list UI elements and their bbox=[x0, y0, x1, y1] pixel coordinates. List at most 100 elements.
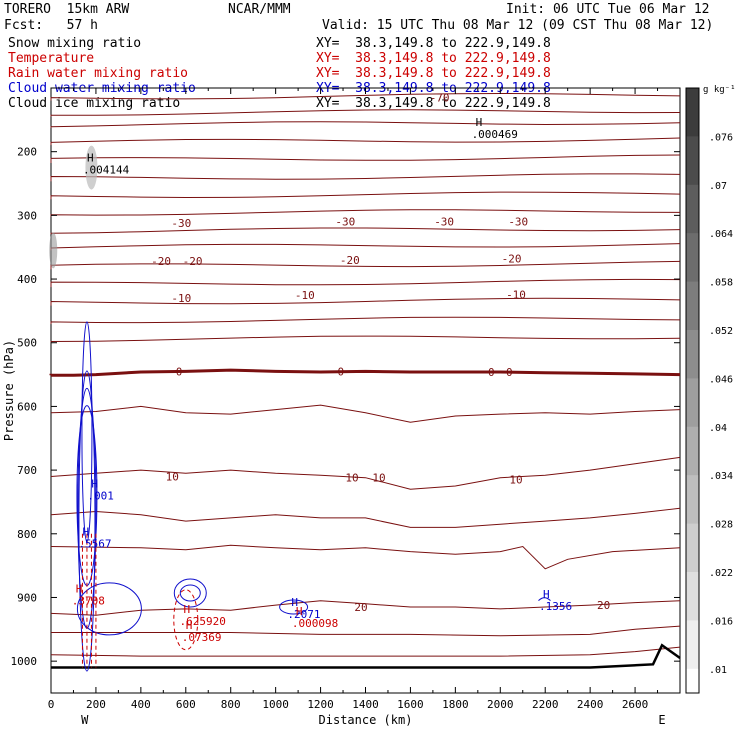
x-tick-label: 2400 bbox=[577, 698, 604, 711]
x-tick-label: 600 bbox=[176, 698, 196, 711]
isotherm-label: -20 bbox=[151, 255, 171, 268]
y-tick-label: 200 bbox=[17, 146, 37, 159]
cloud-water-contour bbox=[179, 584, 201, 602]
y-tick-label: 600 bbox=[17, 400, 37, 413]
x-tick-label: 1600 bbox=[397, 698, 424, 711]
isotherm-label: 0 bbox=[506, 366, 513, 379]
isotherm-label: -20 bbox=[340, 254, 360, 267]
extremum-value: .625920 bbox=[180, 615, 226, 628]
isotherm-label: 10 bbox=[166, 470, 179, 483]
extremum-marker: H bbox=[87, 152, 94, 165]
cloud-water-contour bbox=[81, 321, 93, 543]
cloud-water-contour bbox=[279, 599, 309, 615]
colorbar-tick-label: .016 bbox=[709, 616, 733, 627]
colorbar-segment bbox=[686, 523, 699, 573]
extremum-marker: H bbox=[76, 583, 83, 596]
valid-time: Valid: 15 UTC Thu 08 Mar 12 (09 CST Thu … bbox=[322, 18, 714, 33]
y-tick-label: 1000 bbox=[11, 655, 38, 668]
y-tick-label: 700 bbox=[17, 464, 37, 477]
y-tick-label: 500 bbox=[17, 337, 37, 350]
isotherm-line bbox=[50, 154, 681, 163]
colorbar-segment bbox=[686, 136, 699, 186]
isotherm-line bbox=[50, 191, 681, 200]
isotherm-label: 0 bbox=[488, 366, 495, 379]
isotherm-line bbox=[50, 335, 681, 343]
isotherm-line bbox=[50, 646, 681, 657]
colorbar-segment bbox=[686, 668, 699, 718]
colorbar-segment bbox=[686, 184, 699, 234]
forecast-hour: Fcst: 57 h bbox=[4, 18, 98, 33]
colorbar-tick-label: .04 bbox=[709, 423, 727, 434]
colorbar-segment bbox=[686, 572, 699, 621]
x-tick-label: 2000 bbox=[487, 698, 514, 711]
extremum-value: .3708 bbox=[72, 595, 105, 608]
isotherm-label: 20 bbox=[597, 599, 610, 612]
snow-shading bbox=[49, 232, 58, 269]
colorbar-segment bbox=[686, 281, 699, 331]
x-tick-label: 1400 bbox=[352, 698, 379, 711]
isotherm-line bbox=[50, 404, 681, 423]
colorbar-segment bbox=[686, 426, 699, 476]
x-tick-label: 2200 bbox=[532, 698, 559, 711]
freezing-isotherm bbox=[49, 368, 681, 377]
extremum-value: .07369 bbox=[182, 631, 222, 644]
cloud-water-contour bbox=[173, 578, 207, 608]
x-tick-label: 800 bbox=[221, 698, 241, 711]
colorbar-tick-label: .034 bbox=[709, 471, 733, 482]
isotherm-line bbox=[50, 316, 681, 325]
plot-frame bbox=[50, 87, 681, 694]
x-axis-label: Distance (km) bbox=[319, 713, 413, 727]
isotherm-label: -30 bbox=[335, 216, 355, 229]
isotherm-line bbox=[50, 173, 681, 182]
endpoint-west-label: W bbox=[81, 713, 89, 727]
isotherm-line bbox=[50, 121, 681, 128]
x-tick-label: 0 bbox=[48, 698, 55, 711]
y-tick-label: 800 bbox=[17, 528, 37, 541]
model-title: TORERO 15km ARW bbox=[4, 2, 130, 17]
extremum-marker: H bbox=[82, 525, 89, 538]
colorbar-tick-label: .076 bbox=[709, 132, 733, 143]
isotherm-line bbox=[50, 278, 681, 288]
colorbar-tick-label: .01 bbox=[709, 665, 727, 676]
cloud-water-contour bbox=[76, 405, 98, 587]
extremum-marker: H bbox=[296, 605, 303, 618]
extremum-marker: H bbox=[291, 596, 298, 609]
isotherm-label: 0 bbox=[176, 365, 183, 378]
init-time: Init: 06 UTC Tue 06 Mar 12 bbox=[506, 2, 710, 17]
colorbar-tick-label: .052 bbox=[709, 326, 733, 337]
isotherm-label: -10 bbox=[171, 292, 191, 305]
colorbar-tick-label: .046 bbox=[709, 374, 733, 385]
isotherm-label: -10 bbox=[295, 289, 315, 302]
rain-water-contour bbox=[173, 589, 199, 651]
isotherm-label: -20 bbox=[502, 253, 522, 266]
colorbar-segment bbox=[686, 378, 699, 428]
extremum-marker: H bbox=[186, 619, 193, 632]
isotherm-line bbox=[50, 544, 681, 570]
colorbar-tick-label: .07 bbox=[709, 181, 727, 192]
y-tick-label: 900 bbox=[17, 591, 37, 604]
field-xy-temperature: XY= 38.3,149.8 to 222.9,149.8 bbox=[316, 51, 551, 66]
endpoint-east-label: E bbox=[658, 713, 665, 727]
isotherm-label: -20 bbox=[183, 255, 203, 268]
isotherm-line bbox=[50, 137, 681, 146]
field-name-cloud-water: Cloud water mixing ratio bbox=[8, 81, 196, 96]
cloud-water-contour bbox=[76, 582, 142, 636]
isotherm-line bbox=[50, 227, 681, 235]
colorbar-segment bbox=[686, 620, 699, 670]
colorbar-segment bbox=[686, 475, 699, 525]
extremum-marker: H bbox=[543, 588, 550, 601]
colorbar-tick-label: .058 bbox=[709, 278, 733, 289]
y-axis-label: Pressure (hPa) bbox=[2, 340, 16, 441]
extremum-marker: H bbox=[476, 116, 483, 129]
isotherm-label: -10 bbox=[506, 288, 526, 301]
colorbar-tick-label: .064 bbox=[709, 229, 733, 240]
extremum-value: .001 bbox=[87, 490, 114, 503]
x-tick-label: 1000 bbox=[262, 698, 289, 711]
extremum-value: .2071 bbox=[287, 608, 320, 621]
colorbar-frame bbox=[685, 87, 700, 694]
isotherm-label: 20 bbox=[354, 601, 367, 614]
org-label: NCAR/MMM bbox=[228, 2, 291, 17]
isotherm-line bbox=[50, 507, 681, 528]
y-tick-label: 300 bbox=[17, 209, 37, 222]
